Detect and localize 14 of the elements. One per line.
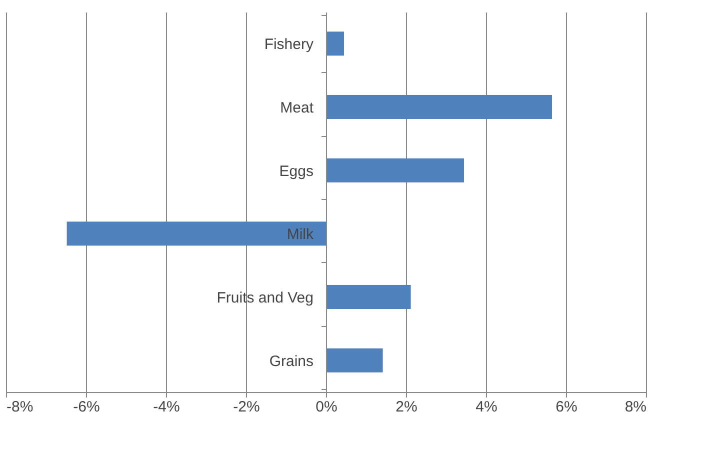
y-tick-label: Eggs bbox=[279, 162, 314, 180]
y-tick-label: Meat bbox=[280, 100, 314, 116]
x-tick-label: 2% bbox=[396, 398, 418, 416]
y-tick-label: Fishery bbox=[264, 36, 314, 54]
x-tick-label: 8% bbox=[624, 398, 646, 416]
x-tick-label: -2% bbox=[233, 398, 260, 416]
x-tick-label: -6% bbox=[73, 398, 100, 416]
x-tick-label: 6% bbox=[556, 398, 578, 416]
y-tick-label: Milk bbox=[286, 226, 314, 244]
x-tick-label: -8% bbox=[6, 398, 34, 416]
x-tick-label: 0% bbox=[316, 398, 338, 416]
y-tick-label: Grains bbox=[269, 352, 314, 370]
x-tick-label: -4% bbox=[153, 398, 180, 416]
x-tick-label: 4% bbox=[476, 398, 498, 416]
